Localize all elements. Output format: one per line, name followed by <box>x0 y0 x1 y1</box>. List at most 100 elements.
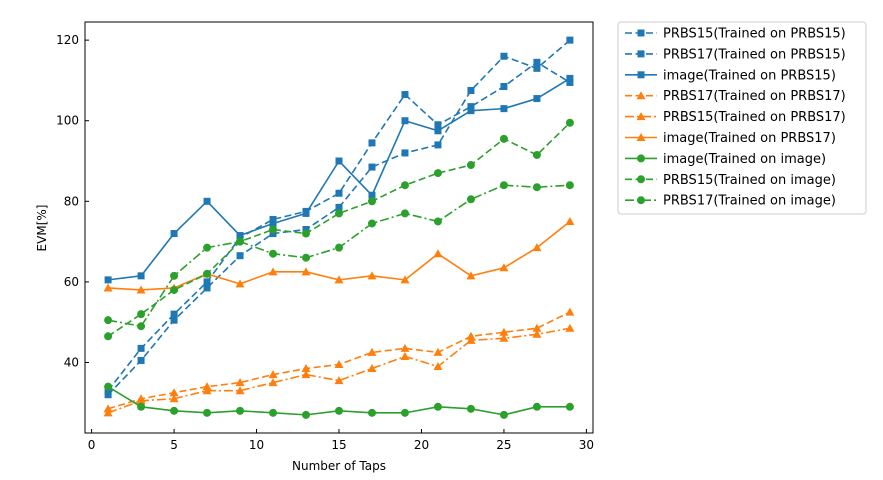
series-7 <box>104 382 574 419</box>
data-point <box>269 219 277 227</box>
data-point <box>499 134 508 143</box>
legend-marker <box>637 175 645 184</box>
legend-entry: PRBS15(Trained on image) <box>625 173 836 188</box>
data-point <box>467 87 475 94</box>
series-8 <box>104 118 574 341</box>
data-point <box>532 183 541 192</box>
data-point <box>401 91 409 99</box>
legend-label: image(Trained on PRBS15) <box>663 68 836 83</box>
data-point <box>433 362 443 371</box>
series-9 <box>104 181 574 331</box>
legend: PRBS15(Trained on PRBS15) PRBS17(Trained … <box>617 21 867 215</box>
data-point <box>301 370 311 379</box>
series-1 <box>104 36 574 399</box>
data-point <box>566 78 574 86</box>
legend-marker <box>637 196 645 205</box>
data-point <box>334 275 344 284</box>
data-point <box>400 343 410 352</box>
data-point <box>169 388 179 397</box>
data-point <box>467 107 475 115</box>
data-point <box>400 408 409 417</box>
data-point <box>335 157 343 165</box>
data-point <box>532 402 541 411</box>
data-point <box>466 404 475 413</box>
data-point <box>235 378 245 387</box>
data-point <box>467 103 475 111</box>
data-point <box>532 150 541 159</box>
data-point <box>335 406 343 415</box>
series-3 <box>104 74 574 284</box>
data-point <box>301 364 311 373</box>
data-point <box>203 408 212 417</box>
data-point <box>203 197 211 205</box>
legend-marker <box>637 71 645 79</box>
data-point <box>170 316 178 324</box>
y-tick-label: 120 <box>56 33 79 47</box>
data-point <box>170 271 179 280</box>
data-point <box>269 408 278 417</box>
data-point <box>104 316 113 325</box>
data-point <box>137 344 145 352</box>
data-point <box>533 58 541 66</box>
x-tick-label: 0 <box>88 438 96 452</box>
data-point <box>268 370 278 379</box>
data-point <box>499 327 509 336</box>
data-point <box>302 226 310 234</box>
data-point <box>434 127 442 135</box>
legend-label: PRBS15(Trained on PRBS17) <box>663 110 846 125</box>
data-point <box>566 36 574 44</box>
data-point <box>334 360 344 368</box>
data-point <box>269 230 277 238</box>
data-point <box>433 347 443 356</box>
data-point <box>137 272 145 280</box>
data-point <box>268 378 278 387</box>
legend-marker <box>636 133 646 141</box>
data-point <box>466 161 475 170</box>
data-point <box>236 232 244 240</box>
data-point <box>368 139 376 147</box>
data-point <box>367 197 376 206</box>
data-point <box>137 402 146 411</box>
data-point <box>434 121 442 129</box>
data-point <box>103 283 113 292</box>
data-point <box>302 410 311 419</box>
data-point <box>269 215 277 223</box>
data-point <box>499 263 509 272</box>
data-point <box>170 230 178 238</box>
data-point <box>269 225 278 234</box>
y-axis-label: EVM[%] <box>35 205 49 252</box>
data-point <box>236 237 245 246</box>
data-point <box>466 331 476 340</box>
legend-entry: PRBS15(Trained on PRBS15) <box>625 27 846 42</box>
data-point <box>533 64 541 72</box>
data-point <box>565 323 575 332</box>
x-tick-label: 25 <box>496 438 511 452</box>
data-point <box>137 310 146 319</box>
axes-frame <box>84 21 594 434</box>
data-point <box>401 117 409 125</box>
series-4 <box>103 307 575 413</box>
data-point <box>335 243 343 252</box>
y-tick-label: 80 <box>64 194 79 208</box>
data-point <box>433 249 443 258</box>
data-point <box>367 271 377 280</box>
data-point <box>203 269 212 278</box>
data-point <box>466 335 476 344</box>
data-point <box>236 406 245 415</box>
data-point <box>367 219 376 228</box>
data-point <box>368 191 376 199</box>
axes: 0 5 10 15 20 25 30 40 60 80 100 120 <box>56 21 594 452</box>
data-point <box>335 209 343 218</box>
legend-entry: PRBS17(Trained on PRBS17) <box>625 89 846 104</box>
series-6 <box>103 216 575 294</box>
data-point <box>434 141 442 149</box>
data-point <box>203 243 212 252</box>
legend-marker <box>637 154 645 163</box>
data-point <box>400 351 410 360</box>
data-point <box>269 249 278 258</box>
data-point <box>302 229 311 238</box>
data-point <box>169 394 179 403</box>
data-point <box>367 347 377 356</box>
data-point <box>202 382 212 391</box>
data-point <box>302 253 311 262</box>
